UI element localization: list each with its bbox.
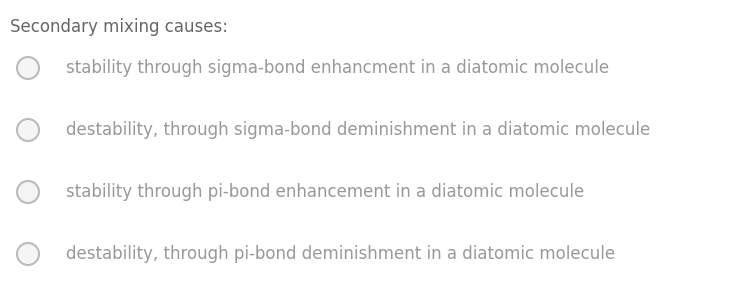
Text: destability, through pi-bond deminishment in a diatomic molecule: destability, through pi-bond deminishmen… (66, 245, 615, 263)
Ellipse shape (17, 181, 39, 203)
Ellipse shape (17, 119, 39, 141)
Text: Secondary mixing causes:: Secondary mixing causes: (10, 18, 228, 36)
Text: stability through sigma-bond enhancment in a diatomic molecule: stability through sigma-bond enhancment … (66, 59, 609, 77)
Text: stability through pi-bond enhancement in a diatomic molecule: stability through pi-bond enhancement in… (66, 183, 584, 201)
Text: destability, through sigma-bond deminishment in a diatomic molecule: destability, through sigma-bond deminish… (66, 121, 650, 139)
Ellipse shape (17, 57, 39, 79)
Ellipse shape (17, 243, 39, 265)
